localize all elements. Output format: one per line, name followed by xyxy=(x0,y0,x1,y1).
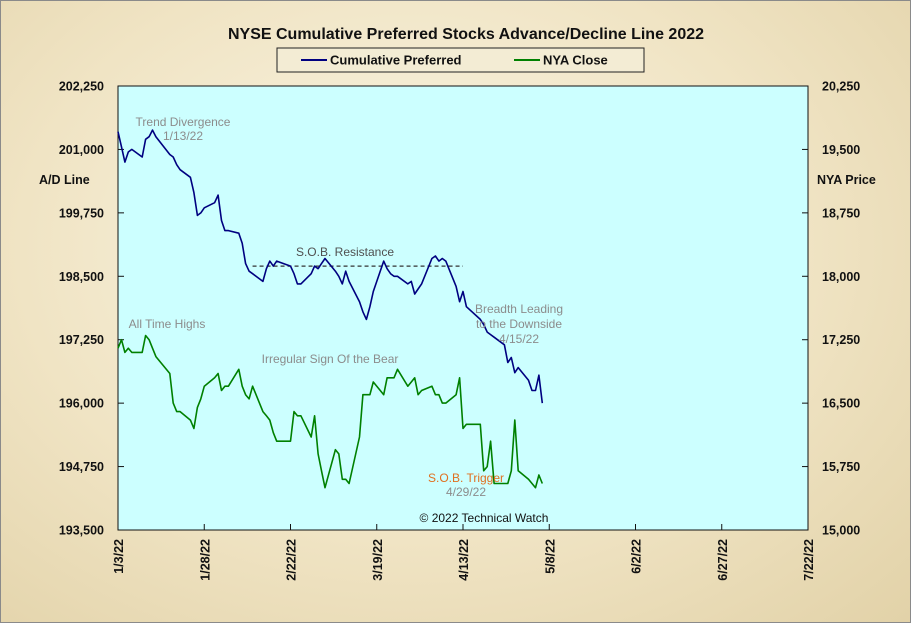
legend-label-cumulative: Cumulative Preferred xyxy=(330,53,462,68)
right-axis: 20,250 19,500 18,750 18,000 17,250 16,500 15,7… xyxy=(802,80,860,538)
cumulative-preferred-line xyxy=(117,129,544,404)
left-axis-label: A/D Line xyxy=(39,173,90,187)
series-lines xyxy=(117,129,544,489)
x-tick-label: 2/22/22 xyxy=(285,539,299,581)
x-tick-label: 7/22/22 xyxy=(802,539,816,581)
x-tick-label: 4/13/22 xyxy=(457,539,471,581)
legend: Cumulative Preferred NYA Close xyxy=(276,47,645,73)
left-tick-label: 198,500 xyxy=(59,270,104,284)
nya-close-line xyxy=(117,334,544,489)
right-tick-label: 18,750 xyxy=(822,206,860,220)
x-tick-label: 5/8/22 xyxy=(543,539,557,574)
left-tick-label: 202,250 xyxy=(59,80,104,94)
left-tick-label: 196,000 xyxy=(59,397,104,411)
legend-box xyxy=(276,47,645,73)
annotation-trend-divergence-date: 1/13/22 xyxy=(163,129,203,143)
right-tick-label: 20,250 xyxy=(822,80,860,94)
annotation-sob-trigger: S.O.B. Trigger xyxy=(428,471,504,485)
left-axis: 202,250 201,000 199,750 198,500 197,250 196,0… xyxy=(59,80,124,538)
right-tick-label: 19,500 xyxy=(822,143,860,157)
annotation-all-time-highs: All Time Highs xyxy=(129,317,206,331)
right-tick-label: 15,000 xyxy=(822,524,860,538)
left-tick-label: 194,750 xyxy=(59,460,104,474)
legend-label-nya: NYA Close xyxy=(543,53,608,68)
annotation-sob-resistance: S.O.B. Resistance xyxy=(296,245,394,259)
left-tick-label: 193,500 xyxy=(59,524,104,538)
x-tick-label: 6/27/22 xyxy=(716,539,730,581)
left-tick-label: 197,250 xyxy=(59,333,104,347)
copyright-text: © 2022 Technical Watch xyxy=(420,511,549,525)
right-tick-label: 17,250 xyxy=(822,333,860,347)
chart-title: NYSE Cumulative Preferred Stocks Advance… xyxy=(228,26,704,43)
x-tick-label: 1/28/22 xyxy=(198,539,212,581)
right-tick-label: 15,750 xyxy=(822,460,860,474)
right-axis-label: NYA Price xyxy=(817,173,876,187)
left-tick-label: 201,000 xyxy=(59,143,104,157)
left-tick-label: 199,750 xyxy=(59,206,104,220)
x-tick-label: 6/2/22 xyxy=(630,539,644,574)
annotation-breadth-date: 4/15/22 xyxy=(499,332,539,346)
right-tick-label: 18,000 xyxy=(822,270,860,284)
annotation-to-the-downside: to the Downside xyxy=(476,317,562,331)
annotations: Trend Divergence 1/13/22 S.O.B. Resistan… xyxy=(129,115,563,525)
annotation-breadth-leading: Breadth Leading xyxy=(475,302,563,316)
annotation-sob-trigger-date: 4/29/22 xyxy=(446,485,486,499)
right-tick-label: 16,500 xyxy=(822,397,860,411)
x-tick-label: 1/3/22 xyxy=(112,539,126,574)
x-tick-label: 3/19/22 xyxy=(371,539,385,581)
plot-area xyxy=(117,85,809,531)
x-axis: 1/3/22 1/28/22 2/22/22 3/19/22 4/13/22 5/8/22… xyxy=(112,524,816,581)
annotation-trend-divergence: Trend Divergence xyxy=(136,115,231,129)
annotation-irregular-sob: Irregular Sign Of the Bear xyxy=(262,352,399,366)
